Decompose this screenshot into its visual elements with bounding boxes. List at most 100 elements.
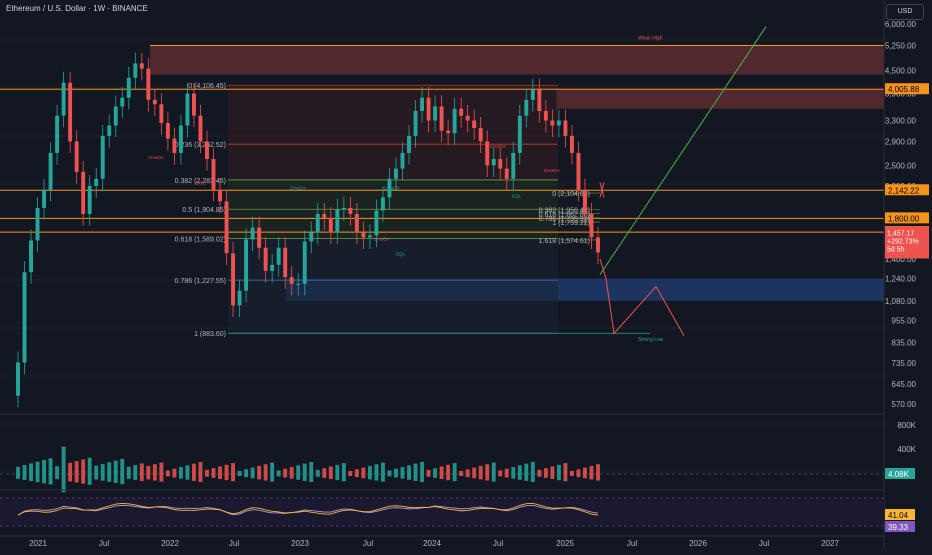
annotation: CHoCH xyxy=(148,155,164,160)
y-tick-label: 735.00 xyxy=(892,359,917,368)
candle xyxy=(22,272,27,363)
volume-bar xyxy=(29,463,33,482)
volume-bar xyxy=(231,463,236,482)
x-tick-label: 2027 xyxy=(821,539,839,548)
candle xyxy=(498,159,503,169)
volume-bar xyxy=(48,458,53,485)
price-label: 1,800.00 xyxy=(888,214,920,223)
bearish-projection xyxy=(599,258,685,336)
y-tick-label: 2,900.00 xyxy=(885,137,917,146)
candle xyxy=(296,283,301,285)
volume-bar xyxy=(459,471,464,476)
price-label-tag xyxy=(885,212,929,224)
supply-zone xyxy=(150,45,884,75)
candle xyxy=(120,97,125,107)
candle xyxy=(276,247,281,265)
rsi-line xyxy=(17,504,599,516)
candle xyxy=(426,97,431,121)
y-tick-label: 570.00 xyxy=(892,400,917,409)
candle xyxy=(420,97,424,112)
volume-bar xyxy=(139,463,144,482)
candle xyxy=(556,120,561,126)
candle xyxy=(126,77,131,98)
volume-bar xyxy=(35,461,40,483)
volume-bar xyxy=(374,464,379,481)
volume-label-tag xyxy=(885,468,915,479)
current-price-box xyxy=(885,226,929,259)
x-tick-label: Jul xyxy=(493,539,503,548)
candle xyxy=(94,178,99,186)
candle xyxy=(270,264,275,271)
volume-tick-label: 400K xyxy=(897,445,916,454)
volume-bar xyxy=(276,470,281,477)
volume-bar xyxy=(94,465,99,480)
candle xyxy=(537,89,542,112)
volume-bar xyxy=(485,464,490,481)
candle xyxy=(341,207,346,210)
candle xyxy=(576,152,581,190)
candle xyxy=(146,68,151,100)
x-tick-label: 2025 xyxy=(556,539,574,548)
candle xyxy=(29,240,33,273)
volume-bar xyxy=(524,463,529,481)
volume-bar xyxy=(309,461,314,483)
volume-bar xyxy=(283,468,288,478)
volume-bar xyxy=(107,462,112,482)
candle xyxy=(35,207,40,241)
volume-bar xyxy=(361,467,366,479)
currency-button[interactable]: USD xyxy=(886,4,924,20)
candle xyxy=(596,237,600,253)
x-tick-label: 2026 xyxy=(689,539,707,548)
candle xyxy=(328,218,333,233)
annotation: Weak High xyxy=(638,36,663,42)
volume-bar xyxy=(354,469,359,478)
annotation: BOS xyxy=(196,181,206,186)
candle xyxy=(459,108,464,116)
x-tick-label: 2024 xyxy=(423,539,441,548)
rsi-ma-line xyxy=(17,502,599,516)
y-tick-label: 4,500.00 xyxy=(885,66,917,75)
volume-bar xyxy=(322,468,327,478)
candle xyxy=(569,135,574,153)
candle xyxy=(68,82,73,142)
volume-bar xyxy=(413,463,418,481)
candle xyxy=(48,152,53,190)
candle xyxy=(439,106,444,131)
annotation: CHoCH xyxy=(384,186,400,191)
volume-bar xyxy=(270,462,275,482)
candle xyxy=(159,104,164,123)
candle xyxy=(55,115,60,153)
price-change-label: +292.73% xyxy=(887,238,919,245)
candle xyxy=(530,89,535,100)
volume-bar xyxy=(504,468,509,478)
candle xyxy=(433,106,438,121)
volume-bar xyxy=(550,466,555,480)
x-tick-label: Jul xyxy=(627,539,637,548)
volume-bar xyxy=(68,462,73,482)
candle xyxy=(374,210,379,236)
volume-bar xyxy=(159,462,164,482)
candle xyxy=(113,106,118,126)
volume-bar xyxy=(491,462,496,482)
volume-bar xyxy=(133,465,138,480)
candle xyxy=(16,362,20,396)
current-price-label: 1,457.17 xyxy=(887,230,914,237)
x-tick-label: 2021 xyxy=(29,539,47,548)
volume-bar xyxy=(61,446,66,493)
volume-bar xyxy=(394,468,398,478)
y-tick-label: 955.00 xyxy=(892,317,917,326)
volume-bar xyxy=(543,468,548,478)
volume-bar xyxy=(596,464,600,481)
volume-bar xyxy=(387,470,392,477)
volume-bar xyxy=(205,469,209,477)
annotation: CHoCH xyxy=(490,144,506,149)
rsi-value-label: 41.04 xyxy=(888,511,909,520)
volume-bar xyxy=(250,467,255,479)
candle xyxy=(485,141,490,166)
volume-bar xyxy=(367,465,372,480)
volume-bar xyxy=(198,461,203,483)
fib-label: 1.618 (1,574.61) xyxy=(539,238,590,245)
bullish-projection xyxy=(599,26,767,275)
